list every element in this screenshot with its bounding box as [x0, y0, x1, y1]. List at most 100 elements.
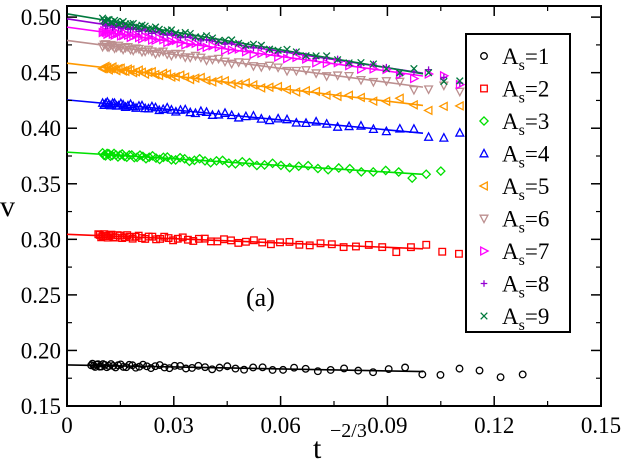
data-point: [408, 123, 419, 133]
x-tick-label: 0.12: [474, 413, 514, 438]
data-point: [146, 47, 157, 57]
data-point: [456, 77, 464, 85]
data-point: [157, 68, 168, 79]
data-point: [279, 365, 288, 374]
data-point: [185, 53, 196, 63]
data-point: [162, 152, 173, 163]
data-point: [247, 79, 258, 90]
x-tick-label: 0.15: [581, 413, 621, 438]
data-point: [265, 45, 274, 53]
data-point: [290, 86, 301, 97]
data-point: [99, 150, 110, 161]
data-point: [125, 360, 134, 369]
data-point: [354, 366, 363, 375]
data-point: [421, 169, 432, 180]
data-point: [158, 152, 169, 163]
data-point: [356, 75, 366, 86]
data-point: [382, 64, 391, 73]
data-point: [275, 160, 286, 171]
data-point: [380, 96, 391, 107]
data-point: [333, 162, 344, 173]
data-point: [312, 52, 320, 60]
data-point: [327, 240, 336, 249]
data-point: [356, 166, 367, 177]
data-point: [284, 162, 295, 173]
data-point: [332, 71, 343, 81]
data-point: [201, 106, 212, 116]
data-point: [155, 25, 164, 34]
x-axis-label: t −2/3: [313, 420, 367, 461]
data-point: [496, 373, 505, 382]
data-point: [189, 155, 200, 166]
data-point: [125, 45, 136, 56]
data-point: [401, 363, 410, 372]
data-point: [343, 90, 354, 101]
data-point: [137, 100, 147, 110]
data-point: [369, 60, 378, 68]
legend-marker: [478, 181, 488, 191]
data-point: [344, 71, 355, 82]
data-point: [151, 362, 160, 371]
data-point: [381, 125, 392, 136]
data-point: [131, 102, 142, 112]
data-point: [227, 36, 236, 44]
data-point: [240, 365, 249, 374]
data-point: [351, 242, 360, 251]
data-point: [150, 101, 161, 112]
data-point: [142, 67, 153, 78]
data-point: [283, 45, 291, 54]
data-point: [120, 233, 129, 242]
legend-marker: [480, 312, 488, 320]
data-point: [410, 64, 418, 73]
legend-label: As=3: [502, 109, 549, 139]
data-point: [163, 31, 171, 39]
data-point: [179, 153, 190, 164]
data-point: [406, 243, 415, 252]
data-point: [176, 30, 185, 39]
legend-marker: [480, 52, 488, 60]
data-point: [268, 366, 277, 374]
panel-label: (a): [246, 283, 275, 312]
data-point: [240, 77, 250, 88]
data-point: [115, 97, 126, 108]
legend-label: As=4: [502, 142, 550, 172]
data-point: [148, 30, 156, 37]
data-point: [313, 367, 322, 376]
y-tick-label: 0.25: [21, 283, 61, 308]
data-point: [213, 54, 224, 65]
data-point: [392, 248, 401, 257]
data-point: [249, 363, 258, 372]
data-point: [168, 30, 175, 37]
data-point: [170, 154, 181, 165]
data-point: [407, 173, 418, 184]
data-point: [273, 63, 284, 73]
data-point: [423, 131, 434, 141]
data-point: [179, 72, 190, 83]
data-point: [180, 103, 191, 114]
data-point: [227, 45, 238, 56]
data-point: [258, 363, 267, 372]
data-point: [132, 29, 142, 40]
data-point: [196, 41, 207, 52]
data-point: [213, 237, 222, 246]
legend-box: [465, 33, 571, 333]
data-point: [244, 157, 255, 168]
data-point: [454, 249, 463, 258]
y-tick-label: 0.15: [21, 394, 61, 419]
data-point: [189, 237, 198, 245]
data-point: [143, 45, 154, 56]
data-point: [368, 123, 379, 134]
data-point: [208, 34, 217, 42]
data-point: [105, 151, 116, 162]
legend: As=1As=2As=3As=4As=5As=6As=7As=8As=9: [465, 33, 571, 334]
data-point: [220, 107, 230, 118]
data-point: [202, 42, 213, 53]
data-point: [423, 105, 433, 116]
data-point: [160, 363, 169, 372]
data-point: [208, 365, 217, 374]
data-point: [233, 58, 244, 68]
data-point: [114, 28, 125, 39]
data-point: [257, 48, 267, 59]
data-point: [326, 366, 335, 374]
data-point: [146, 66, 156, 77]
